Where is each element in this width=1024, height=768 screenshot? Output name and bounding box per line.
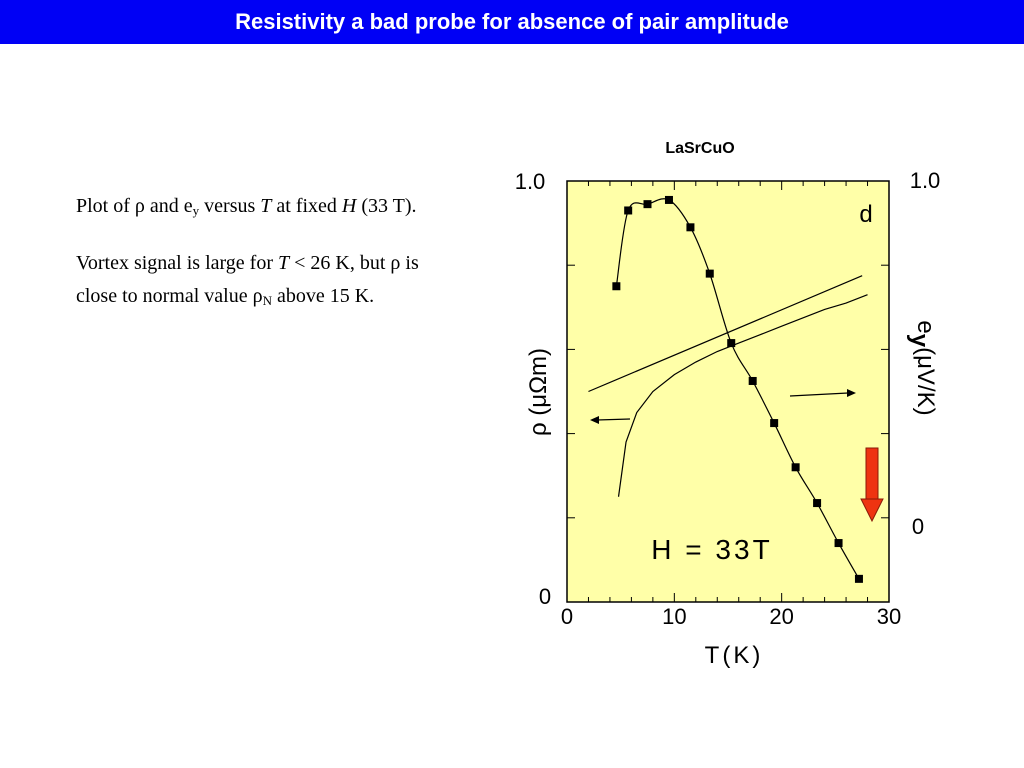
- caption-text: Plot of ρ and ey versus T at fixed H (33…: [76, 190, 456, 337]
- caption-italic-H: H: [341, 195, 357, 217]
- red-down-arrow: [860, 447, 884, 523]
- caption-text-segment: Vortex signal is large for: [76, 252, 279, 274]
- data-point: [643, 200, 652, 209]
- data-point: [834, 539, 843, 548]
- data-point: [748, 376, 757, 385]
- left-axis-label: ρ (μΩm): [525, 348, 552, 436]
- x-tick-label: 10: [662, 604, 686, 629]
- caption-text-segment: at fixed: [271, 195, 342, 217]
- data-point: [624, 206, 633, 215]
- right-tick-label-top: 1.0: [910, 168, 941, 193]
- svg-text:ey(μV/K): ey(μV/K): [906, 320, 939, 415]
- caption-text-segment: and e: [144, 195, 193, 217]
- data-point: [664, 195, 673, 204]
- caption-text-segment: versus: [199, 195, 261, 217]
- caption-italic-T: T: [278, 252, 290, 274]
- x-tick-label: 30: [877, 604, 901, 629]
- panel-label: d: [859, 201, 872, 228]
- slide-title: Resistivity a bad probe for absence of p…: [0, 0, 1024, 44]
- caption-text-segment: above 15 K.: [271, 285, 375, 307]
- caption-paragraph-1: Plot of ρ and ey versus T at fixed H (33…: [76, 190, 456, 223]
- right-tick-label-bottom: 0: [912, 514, 924, 539]
- series-line-2: [617, 294, 868, 497]
- left-axis-indicator-arrow: [590, 416, 631, 424]
- axis-ticks: [566, 180, 890, 603]
- right-axis-label: ey(μV/K): [906, 320, 939, 415]
- data-point: [813, 499, 822, 508]
- caption-paragraph-2: Vortex signal is large for T < 26 K, but…: [76, 247, 456, 313]
- caption-subscript-y: y: [192, 203, 200, 218]
- data-point: [791, 463, 800, 472]
- data-point: [612, 282, 621, 291]
- data-point: [705, 269, 714, 278]
- caption-text-segment: < 26 K, but ρ is close to normal value ρ: [76, 252, 419, 307]
- chart-title: LaSrCuO: [665, 140, 734, 157]
- data-point: [770, 419, 779, 428]
- data-point: [686, 223, 695, 232]
- right-axis-label-subscript: y: [906, 334, 933, 348]
- caption-text-segment: Plot of: [76, 195, 135, 217]
- x-axis-label: T(K): [705, 642, 764, 669]
- x-tick-labels: 0 10 20 30: [561, 604, 901, 629]
- caption-rho-symbol: ρ: [134, 195, 145, 217]
- right-axis-label-symbol: e: [912, 320, 939, 333]
- left-tick-label-top: 1.0: [515, 169, 546, 194]
- right-axis-indicator-arrow: [789, 389, 856, 397]
- data-point: [854, 574, 863, 583]
- series-line-3: [588, 275, 863, 393]
- field-annotation: H = 33T: [651, 534, 772, 565]
- caption-subscript-N: N: [262, 293, 272, 308]
- left-tick-label-bottom: 0: [539, 584, 551, 609]
- caption-italic-T: T: [260, 195, 272, 217]
- caption-text-segment: (33 T).: [356, 195, 417, 217]
- right-axis-label-unit: (μV/K): [912, 347, 939, 416]
- x-tick-label: 20: [769, 604, 793, 629]
- x-tick-label: 0: [561, 604, 573, 629]
- data-markers: [612, 195, 863, 583]
- data-point: [727, 339, 736, 348]
- rho-ey-chart: LaSrCuO d H = 33T 0 10 20 30 1.0 0 1.0 0 T(…: [515, 140, 941, 669]
